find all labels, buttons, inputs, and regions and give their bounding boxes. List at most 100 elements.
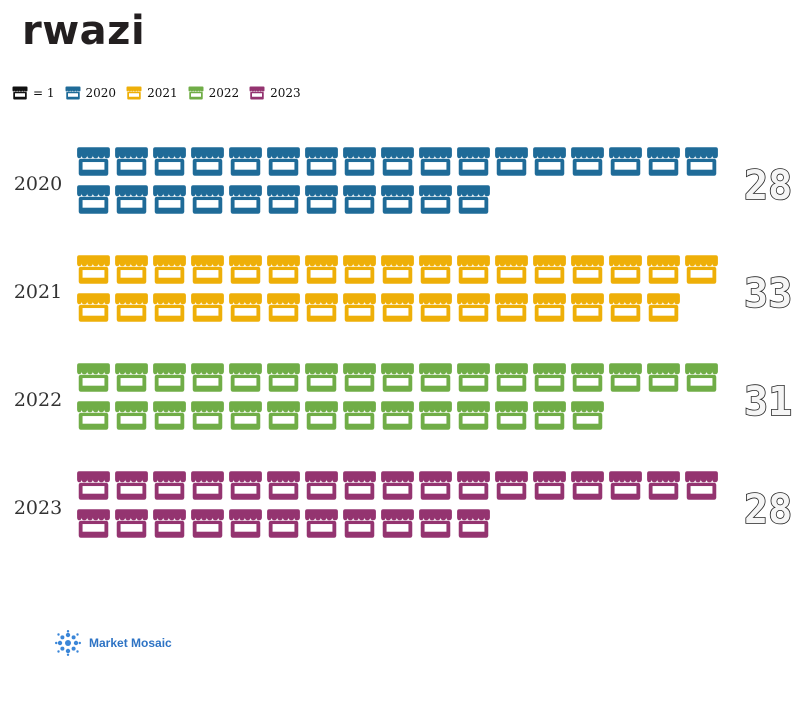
storefront-icon xyxy=(343,401,376,430)
series-group-2023: 2023 28.9 xyxy=(14,471,796,538)
storefront-icon xyxy=(609,293,642,322)
storefront-icon xyxy=(267,255,300,284)
storefront-icon xyxy=(115,401,148,430)
storefront-icon xyxy=(533,293,566,322)
storefront-icon xyxy=(12,86,28,100)
storefront-icon xyxy=(77,185,110,214)
storefront-icon xyxy=(571,401,604,430)
series-group-2022: 2022 31.6 xyxy=(14,363,796,430)
storefront-icon xyxy=(305,401,338,430)
storefront-icon xyxy=(419,147,452,176)
storefront-icon xyxy=(267,509,300,538)
category-label: 2020 xyxy=(14,173,62,195)
legend: = 1 2020 2021 2022 2023 xyxy=(10,84,309,102)
storefront-icon xyxy=(381,293,414,322)
storefront-icon xyxy=(305,255,338,284)
storefront-icon xyxy=(267,293,300,322)
market-mosaic-logo-icon xyxy=(55,630,81,656)
storefront-icon xyxy=(115,471,148,500)
storefront-icon xyxy=(343,509,376,538)
storefront-icon xyxy=(343,363,376,392)
storefront-icon xyxy=(457,147,490,176)
storefront-icon xyxy=(305,363,338,392)
storefront-icon xyxy=(419,471,452,500)
storefront-icon xyxy=(685,363,718,392)
storefront-icon xyxy=(571,147,604,176)
storefront-icon xyxy=(381,185,414,214)
storefront-icon xyxy=(153,509,186,538)
storefront-icon xyxy=(191,255,224,284)
storefront-icon xyxy=(533,363,566,392)
storefront-icon xyxy=(305,185,338,214)
storefront-icon xyxy=(153,401,186,430)
storefront-icon xyxy=(267,185,300,214)
legend-item-2023: 2023 xyxy=(247,86,301,100)
storefront-icon xyxy=(609,471,642,500)
storefront-icon xyxy=(77,293,110,322)
category-label: 2023 xyxy=(14,497,62,519)
storefront-icon-partial xyxy=(495,185,519,214)
storefront-icon xyxy=(457,185,490,214)
storefront-icon xyxy=(77,255,110,284)
storefront-icon xyxy=(571,293,604,322)
brand-name: Market Mosaic xyxy=(89,636,172,650)
storefront-icon xyxy=(77,509,110,538)
storefront-icon xyxy=(191,363,224,392)
storefront-icon xyxy=(115,509,148,538)
category-label: 2022 xyxy=(14,389,62,411)
storefront-icon xyxy=(533,147,566,176)
storefront-icon xyxy=(343,293,376,322)
storefront-icon xyxy=(191,401,224,430)
storefront-icon-partial xyxy=(609,401,629,430)
storefront-icon xyxy=(126,86,142,100)
legend-unit-label: = 1 xyxy=(33,86,55,100)
storefront-icon xyxy=(65,86,81,100)
storefront-icon xyxy=(229,401,262,430)
storefront-icon xyxy=(419,363,452,392)
storefront-icon xyxy=(419,401,452,430)
storefront-icon xyxy=(267,147,300,176)
storefront-icon xyxy=(685,471,718,500)
storefront-icon xyxy=(495,471,528,500)
storefront-icon xyxy=(115,363,148,392)
storefront-icon xyxy=(685,255,718,284)
data-label: 28.7 xyxy=(744,163,796,209)
storefront-icon xyxy=(229,185,262,214)
legend-unit: = 1 xyxy=(10,86,55,100)
series-group-2021: 2021 33 xyxy=(14,255,793,322)
storefront-icon xyxy=(305,471,338,500)
storefront-icon xyxy=(533,255,566,284)
legend-label: 2021 xyxy=(147,86,178,100)
storefront-icon xyxy=(153,471,186,500)
data-label: 33 xyxy=(744,271,792,317)
series-group-2020: 2020 28.7 xyxy=(14,147,796,214)
storefront-icon xyxy=(647,363,680,392)
storefront-icon xyxy=(191,293,224,322)
storefront-icon xyxy=(115,293,148,322)
storefront-icon xyxy=(571,255,604,284)
storefront-icon xyxy=(495,363,528,392)
storefront-icon xyxy=(305,147,338,176)
storefront-icon xyxy=(229,255,262,284)
storefront-icon xyxy=(153,147,186,176)
legend-label: 2023 xyxy=(270,86,301,100)
legend-label: 2020 xyxy=(85,86,117,100)
storefront-icon xyxy=(191,471,224,500)
data-label: 31.6 xyxy=(744,379,796,425)
category-label: 2021 xyxy=(14,281,62,303)
storefront-icon xyxy=(343,255,376,284)
storefront-icon xyxy=(191,147,224,176)
storefront-icon xyxy=(495,401,528,430)
storefront-icon xyxy=(77,147,110,176)
storefront-icon xyxy=(609,147,642,176)
storefront-icon xyxy=(249,86,265,100)
storefront-icon xyxy=(495,147,528,176)
storefront-icon xyxy=(457,471,490,500)
storefront-icon xyxy=(381,471,414,500)
storefront-icon xyxy=(419,509,452,538)
storefront-icon xyxy=(571,471,604,500)
storefront-icon xyxy=(609,255,642,284)
data-label: 28.9 xyxy=(744,487,796,533)
storefront-icon xyxy=(381,147,414,176)
storefront-icon xyxy=(457,509,490,538)
